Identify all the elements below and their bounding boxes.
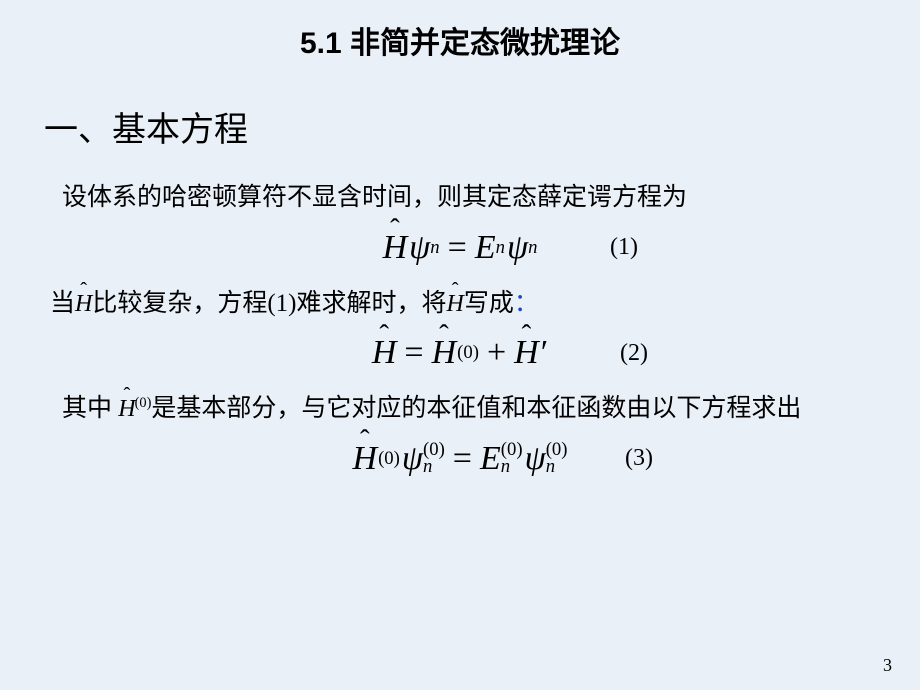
p2-part-a: 当 [50, 290, 75, 317]
equation-3-label: (3) [625, 445, 653, 472]
equation-1-label: (1) [610, 234, 638, 261]
p2-part-c: 写成 [464, 290, 514, 317]
p3-part-b: 是基本部分，与它对应的本征值和本征函数由以下方程求出 [151, 395, 801, 422]
paragraph-3: 其中 H(0)是基本部分，与它对应的本征值和本征函数由以下方程求出 [62, 390, 870, 428]
equation-1: Hψn = Enψn [383, 229, 538, 267]
p3-part-a: 其中 [62, 395, 118, 422]
equation-2-row: H = H(0) + H′ (2) [50, 334, 870, 372]
equation-2: H = H(0) + H′ [372, 334, 548, 372]
paragraph-1: 设体系的哈密顿算符不显含时间，则其定态薛定谔方程为 [62, 179, 870, 217]
equation-3-row: H(0)ψ(0)n = E(0)nψ(0)n (3) [50, 440, 870, 478]
equation-2-label: (2) [620, 340, 648, 367]
paragraph-2: 当H比较复杂，方程(1)难求解时，将H写成： [50, 285, 870, 323]
subsection-heading: 一、基本方程 [44, 102, 870, 151]
page-number: 3 [883, 655, 892, 676]
equation-1-row: Hψn = Enψn (1) [50, 229, 870, 267]
colon: ： [514, 290, 539, 317]
p2-part-b: 比较复杂，方程(1)难求解时，将 [92, 290, 446, 317]
slide-container: 5.1 非简并定态微扰理论 一、基本方程 设体系的哈密顿算符不显含时间，则其定态… [0, 0, 920, 690]
equation-3: H(0)ψ(0)n = E(0)nψ(0)n [353, 440, 568, 478]
section-title: 5.1 非简并定态微扰理论 [50, 18, 870, 62]
